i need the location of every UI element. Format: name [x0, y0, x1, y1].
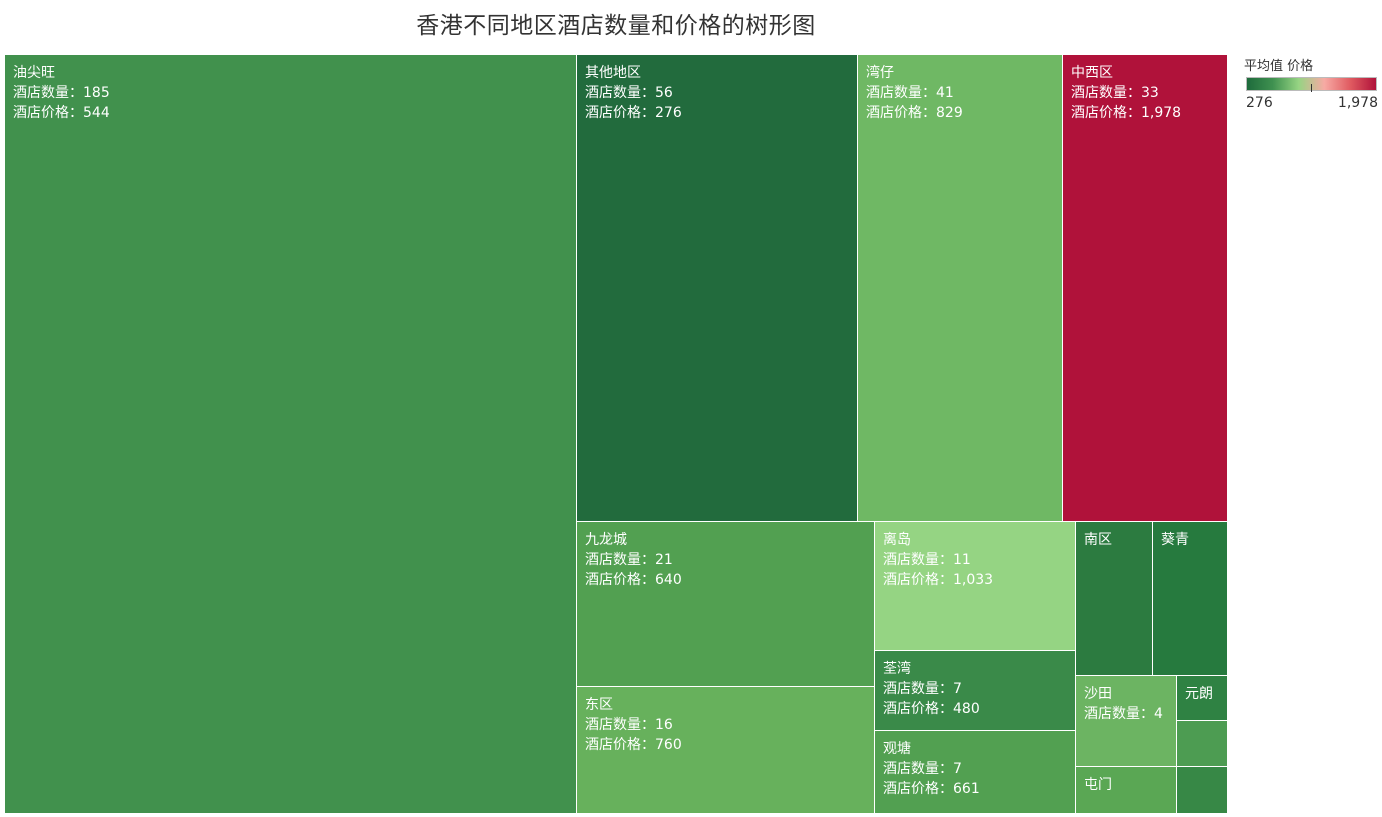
treemap-cell[interactable]: 葵青: [1153, 522, 1227, 675]
treemap-cell-count-label: 酒店数量：33: [1071, 85, 1159, 101]
treemap-cell-rect[interactable]: [875, 651, 1075, 730]
treemap-cell-rect[interactable]: [1076, 522, 1152, 675]
treemap-cell-price-label: 酒店价格：480: [883, 701, 980, 717]
treemap-cell[interactable]: [1177, 767, 1227, 813]
treemap-cell-rect[interactable]: [1076, 767, 1176, 813]
treemap-cell[interactable]: 屯门: [1076, 767, 1176, 813]
treemap-cell-name: 南区: [1084, 532, 1112, 548]
legend-max-label: 1,978: [1337, 95, 1378, 111]
treemap-cell-price-label: 酒店价格：276: [585, 105, 682, 121]
treemap-cell-price-label: 酒店价格：661: [883, 781, 980, 797]
treemap-cell-rect[interactable]: [5, 55, 576, 813]
treemap-cell-rect[interactable]: [1076, 676, 1176, 766]
treemap-cell[interactable]: [1177, 721, 1227, 766]
treemap-cell-name: 油尖旺: [13, 65, 55, 81]
treemap-cell-count-label: 酒店数量：185: [13, 85, 110, 101]
treemap-cell-name: 屯门: [1084, 777, 1112, 793]
treemap-cell-count-label: 酒店数量：4: [1084, 706, 1163, 722]
color-legend: 平均值 价格 276 1,978: [1244, 55, 1380, 115]
treemap-cell-rect[interactable]: [577, 687, 874, 813]
treemap-cell-count-label: 酒店数量：16: [585, 717, 673, 733]
treemap-cell-price-label: 酒店价格：640: [585, 572, 682, 588]
treemap-cell-name: 葵青: [1161, 532, 1189, 548]
treemap-cell-name: 东区: [585, 697, 613, 713]
legend-min-label: 276: [1246, 95, 1273, 111]
treemap-cell-rect[interactable]: [577, 55, 857, 521]
legend-title: 平均值 价格: [1244, 59, 1314, 74]
treemap-cell-name: 湾仔: [866, 64, 894, 81]
legend-mid-tick: [1311, 84, 1312, 92]
treemap-cell-rect[interactable]: [1153, 522, 1227, 675]
treemap-cell-rect[interactable]: [875, 731, 1075, 813]
treemap-cell-count-label: 酒店数量：41: [866, 85, 954, 101]
chart-title: 香港不同地区酒店数量和价格的树形图: [416, 13, 816, 39]
treemap-cell-rect[interactable]: [875, 522, 1075, 650]
treemap-cell-rect[interactable]: [1177, 767, 1227, 813]
treemap-cell-price-label: 酒店价格：829: [866, 105, 963, 121]
treemap-cell-count-label: 酒店数量：56: [585, 85, 673, 101]
treemap-cell-name: 其他地区: [585, 65, 641, 81]
treemap-cell-count-label: 酒店数量：11: [883, 552, 971, 568]
treemap-cell-count-label: 酒店数量：21: [585, 552, 673, 568]
treemap-cell-name: 观塘: [883, 741, 911, 757]
treemap-cell-name: 元朗: [1185, 686, 1213, 702]
treemap-cell-rect[interactable]: [577, 522, 874, 686]
treemap-cell-price-label: 酒店价格：1,978: [1071, 105, 1181, 121]
treemap-cell-price-label: 酒店价格：1,033: [883, 572, 993, 588]
treemap-cell-rect[interactable]: [1177, 721, 1227, 766]
treemap-cell-name: 沙田: [1084, 686, 1112, 702]
treemap-cell-name: 离岛: [883, 531, 911, 548]
treemap-cell[interactable]: 元朗: [1177, 676, 1227, 720]
treemap-cell-price-label: 酒店价格：760: [585, 737, 682, 753]
treemap-cell-count-label: 酒店数量：7: [883, 681, 962, 697]
treemap-cell-name: 中西区: [1071, 65, 1113, 81]
treemap-cell-name: 荃湾: [883, 660, 911, 677]
treemap-cell-count-label: 酒店数量：7: [883, 761, 962, 777]
treemap-cell-price-label: 酒店价格：544: [13, 105, 110, 121]
treemap-cell[interactable]: 南区: [1076, 522, 1152, 675]
treemap-cell-rect[interactable]: [858, 55, 1062, 521]
treemap-cell-rect[interactable]: [1063, 55, 1227, 521]
treemap-cell-rect[interactable]: [1177, 676, 1227, 720]
treemap-cell-name: 九龙城: [585, 532, 627, 548]
